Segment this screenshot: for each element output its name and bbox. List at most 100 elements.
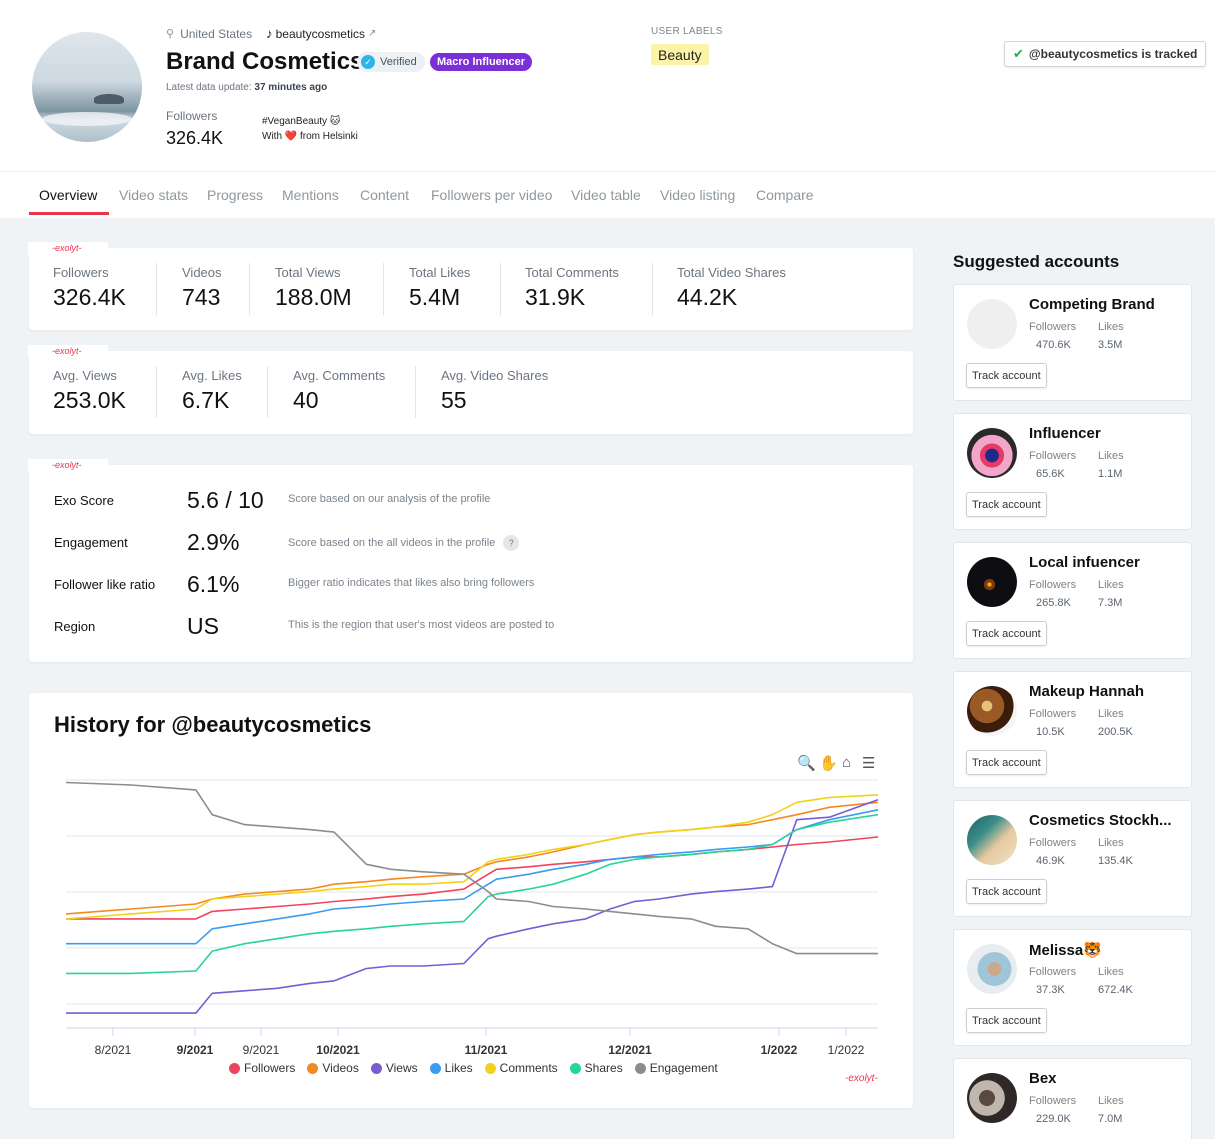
followers-value: 470.6K bbox=[1036, 339, 1071, 351]
suggested-account-card[interactable]: Competing Brand Followers Likes 470.6K 3.5M T… bbox=[953, 284, 1192, 401]
x-tick-label: 9/2021 bbox=[177, 1043, 214, 1057]
legend-item-videos[interactable]: Videos bbox=[307, 1061, 359, 1075]
divider bbox=[267, 366, 268, 418]
tab-video-listing[interactable]: Video listing bbox=[660, 187, 736, 203]
series-line-followers[interactable] bbox=[66, 836, 879, 920]
track-account-button[interactable]: Track account bbox=[966, 750, 1047, 775]
stat-value: 5.4M bbox=[409, 284, 461, 310]
stat-total-likes: Total Likes 5.4M bbox=[409, 265, 470, 311]
legend-label: Likes bbox=[444, 1061, 473, 1075]
tab-content[interactable]: Content bbox=[360, 187, 410, 203]
tab-overview[interactable]: Overview bbox=[39, 187, 98, 203]
legend-item-views[interactable]: Views bbox=[370, 1061, 418, 1075]
tier-badge: Macro Influencer bbox=[430, 53, 533, 71]
likes-label: Likes bbox=[1098, 966, 1124, 978]
suggested-account-card[interactable]: Cosmetics Stockh... Followers Likes 46.9K 13… bbox=[953, 800, 1192, 917]
account-avatar[interactable] bbox=[967, 815, 1017, 865]
stat-label: Avg. Video Shares bbox=[441, 368, 549, 383]
tiktok-icon: ♪ bbox=[266, 26, 273, 41]
tab-video-stats[interactable]: Video stats bbox=[119, 187, 189, 203]
followers-label: Followers bbox=[1029, 837, 1077, 849]
tab-progress[interactable]: Progress bbox=[207, 187, 264, 203]
home-icon[interactable]: ⌂ bbox=[842, 754, 852, 771]
legend-label: Shares bbox=[584, 1061, 623, 1075]
account-avatar[interactable] bbox=[967, 1073, 1017, 1123]
series-line-comments[interactable] bbox=[65, 794, 879, 920]
stat-label: Total Video Shares bbox=[677, 265, 786, 280]
account-avatar[interactable] bbox=[967, 299, 1017, 349]
score-desc-region: This is the region that user's most vide… bbox=[288, 619, 554, 631]
stat-avg-likes: Avg. Likes 6.7K bbox=[182, 368, 242, 414]
help-icon[interactable]: ? bbox=[503, 535, 520, 551]
stat-label: Videos bbox=[182, 265, 222, 280]
suggested-account-card[interactable]: Influencer Followers Likes 65.6K 1.1M Track a… bbox=[953, 413, 1192, 530]
legend-item-comments[interactable]: Comments bbox=[484, 1061, 558, 1075]
account-avatar[interactable] bbox=[967, 686, 1017, 736]
suggested-account-card[interactable]: Bex Followers Likes 229.0K 7.0M bbox=[953, 1058, 1192, 1139]
series-line-shares[interactable] bbox=[66, 813, 879, 975]
legend-item-engagement[interactable]: Engagement bbox=[634, 1061, 718, 1075]
stat-total-comments: Total Comments 31.9K bbox=[525, 265, 619, 311]
tab-mentions[interactable]: Mentions bbox=[282, 187, 339, 203]
tab-compare[interactable]: Compare bbox=[756, 187, 814, 203]
stat-value: 6.7K bbox=[182, 387, 230, 413]
stat-value: 55 bbox=[441, 387, 467, 413]
bio-line-1: #VeganBeauty 🐱 bbox=[262, 116, 341, 127]
legend-item-followers[interactable]: Followers bbox=[229, 1061, 295, 1075]
account-name[interactable]: Melissa🐯 bbox=[1029, 942, 1102, 959]
account-name[interactable]: Bex bbox=[1029, 1070, 1057, 1087]
stat-avg-video-shares: Avg. Video Shares 55 bbox=[441, 368, 548, 414]
suggested-account-card[interactable]: Local infuencer Followers Likes 265.8K 7.3M T… bbox=[953, 542, 1192, 659]
track-account-button[interactable]: Track account bbox=[966, 492, 1047, 517]
track-account-button[interactable]: Track account bbox=[966, 363, 1047, 388]
zoom-icon[interactable]: 🔍 bbox=[797, 755, 816, 772]
account-avatar[interactable] bbox=[967, 944, 1017, 994]
legend-dot bbox=[429, 1062, 441, 1074]
score-desc-text: This is the region that user's most vide… bbox=[288, 619, 555, 631]
legend-item-shares[interactable]: Shares bbox=[569, 1061, 623, 1075]
menu-icon[interactable]: ☰ bbox=[862, 755, 876, 772]
verified-label: Verified bbox=[380, 56, 417, 68]
likes-value: 200.5K bbox=[1098, 726, 1133, 738]
score-value-region: US bbox=[187, 613, 219, 639]
pan-hand-icon[interactable]: ✋ bbox=[819, 755, 838, 772]
exolyt-brand-tag: -exolyt- bbox=[28, 242, 108, 255]
tracked-status-button[interactable]: ✔ @beautycosmetics is tracked bbox=[1004, 41, 1207, 67]
stat-label: Total Comments bbox=[525, 265, 619, 280]
tab-followers-per-video[interactable]: Followers per video bbox=[431, 187, 553, 203]
likes-value: 7.3M bbox=[1098, 597, 1123, 609]
series-line-likes[interactable] bbox=[66, 809, 879, 945]
suggested-account-card[interactable]: Melissa🐯 Followers Likes 37.3K 672.4K Track a… bbox=[953, 929, 1192, 1046]
location-text: United States bbox=[180, 26, 253, 41]
account-avatar[interactable] bbox=[967, 557, 1017, 607]
tab-video-table[interactable]: Video table bbox=[571, 187, 641, 203]
track-account-button[interactable]: Track account bbox=[966, 1008, 1047, 1033]
account-name[interactable]: Competing Brand bbox=[1029, 296, 1155, 313]
track-account-button[interactable]: Track account bbox=[966, 621, 1047, 646]
account-name[interactable]: Makeup Hannah bbox=[1029, 683, 1145, 700]
tracked-status-text: @beautycosmetics is tracked bbox=[1028, 47, 1198, 61]
score-desc-text: Score based on our analysis of the profi… bbox=[288, 493, 491, 505]
user-label-beauty[interactable]: Beauty bbox=[651, 44, 709, 65]
bio-line-2: With ❤️ from Helsinki bbox=[262, 131, 358, 142]
tiktok-handle-link[interactable]: ♪ beautycosmetics ↗ bbox=[266, 26, 376, 41]
suggested-account-card[interactable]: Makeup Hannah Followers Likes 10.5K 200.5K Tr… bbox=[953, 671, 1192, 788]
divider bbox=[383, 263, 384, 315]
legend-label: Views bbox=[385, 1061, 418, 1075]
history-line-chart[interactable]: 8/2021 9/2021 9/2021 10/2021 11/2021 12/2021 1… bbox=[29, 745, 889, 1060]
account-avatar[interactable] bbox=[967, 428, 1017, 478]
series-line-views[interactable] bbox=[66, 799, 879, 1014]
account-name[interactable]: Cosmetics Stockh... bbox=[1029, 812, 1172, 829]
score-label-region: Region bbox=[54, 619, 96, 634]
track-account-button[interactable]: Track account bbox=[966, 879, 1047, 904]
series-line-engagement[interactable] bbox=[65, 781, 878, 955]
account-name[interactable]: Influencer bbox=[1029, 425, 1101, 442]
series-line-videos[interactable] bbox=[65, 801, 879, 915]
x-tick-label: 8/2021 bbox=[95, 1043, 132, 1057]
legend-item-likes[interactable]: Likes bbox=[429, 1061, 473, 1075]
account-name[interactable]: Local infuencer bbox=[1029, 554, 1140, 571]
likes-value: 135.4K bbox=[1098, 855, 1133, 867]
stat-avg-views: Avg. Views 253.0K bbox=[53, 368, 126, 414]
verified-badge: ✓ Verified bbox=[357, 52, 425, 72]
stat-value: 40 bbox=[293, 387, 319, 413]
